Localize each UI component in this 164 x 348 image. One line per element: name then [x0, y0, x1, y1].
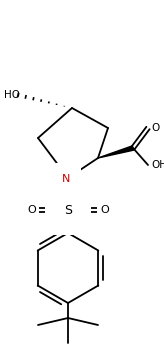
Text: OH: OH: [151, 160, 164, 170]
Text: S: S: [64, 204, 72, 216]
Text: HO: HO: [4, 90, 20, 100]
Text: N: N: [62, 174, 70, 184]
Text: O: O: [27, 205, 36, 215]
Polygon shape: [98, 146, 134, 158]
Text: O: O: [100, 205, 109, 215]
Text: O: O: [151, 123, 159, 133]
